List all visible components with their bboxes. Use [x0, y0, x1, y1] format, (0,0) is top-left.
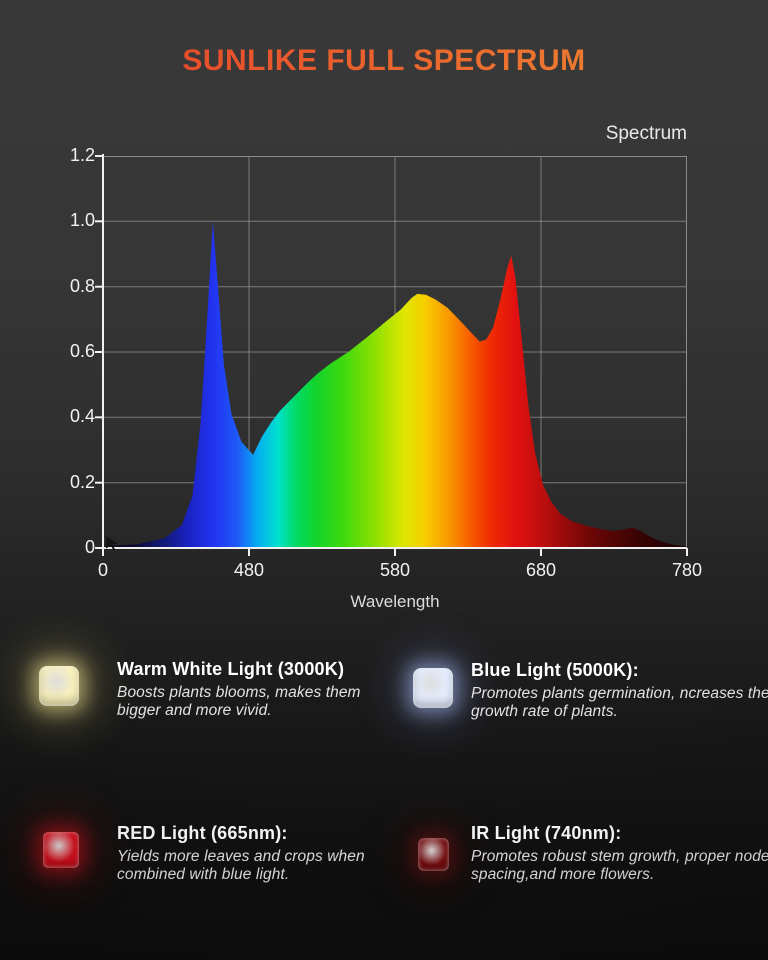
feature-title: RED Light (665nm):: [117, 823, 288, 843]
y-axis-tick-label: 0: [84, 537, 95, 557]
blue-led-icon: [413, 668, 453, 708]
feature-title: Blue Light (5000K):: [471, 660, 639, 680]
feature-description: Promotes robust stem growth, proper node…: [471, 848, 768, 883]
x-axis-tick-label: 580: [379, 560, 411, 580]
y-axis-tick-label: 1.0: [69, 210, 95, 230]
red-led-icon: [43, 832, 79, 868]
y-axis-tick-label: 0.8: [69, 276, 95, 296]
y-axis-tick-label: 0.4: [69, 406, 95, 426]
x-axis-title: Wavelength: [350, 592, 440, 611]
x-axis-tick-label: 780: [671, 560, 703, 580]
feature-description: Boosts plants blooms, makes them bigger …: [117, 684, 361, 719]
warm-white-led-icon: [39, 666, 79, 706]
y-axis-tick-label: 0.6: [69, 341, 95, 361]
page-title: SUNLIKE FULL SPECTRUM: [0, 44, 768, 78]
ir-led-icon: [418, 838, 449, 871]
chart-title: Spectrum: [605, 123, 687, 144]
feature-title: IR Light (740nm):: [471, 823, 622, 843]
spectrum-svg: [95, 154, 688, 556]
y-axis-tick-label: 0.2: [69, 472, 95, 492]
feature-description: Promotes plants germination, ncreases th…: [471, 685, 768, 720]
x-axis-tick-label: 680: [525, 560, 557, 580]
x-axis-tick-label: 0: [97, 560, 108, 580]
spectrum-chart: [95, 154, 688, 556]
y-axis-tick-label: 1.2: [69, 145, 95, 165]
x-axis-tick-label: 480: [233, 560, 265, 580]
feature-description: Yields more leaves and crops when combin…: [117, 848, 365, 883]
feature-title: Warm White Light (3000K): [117, 659, 345, 679]
